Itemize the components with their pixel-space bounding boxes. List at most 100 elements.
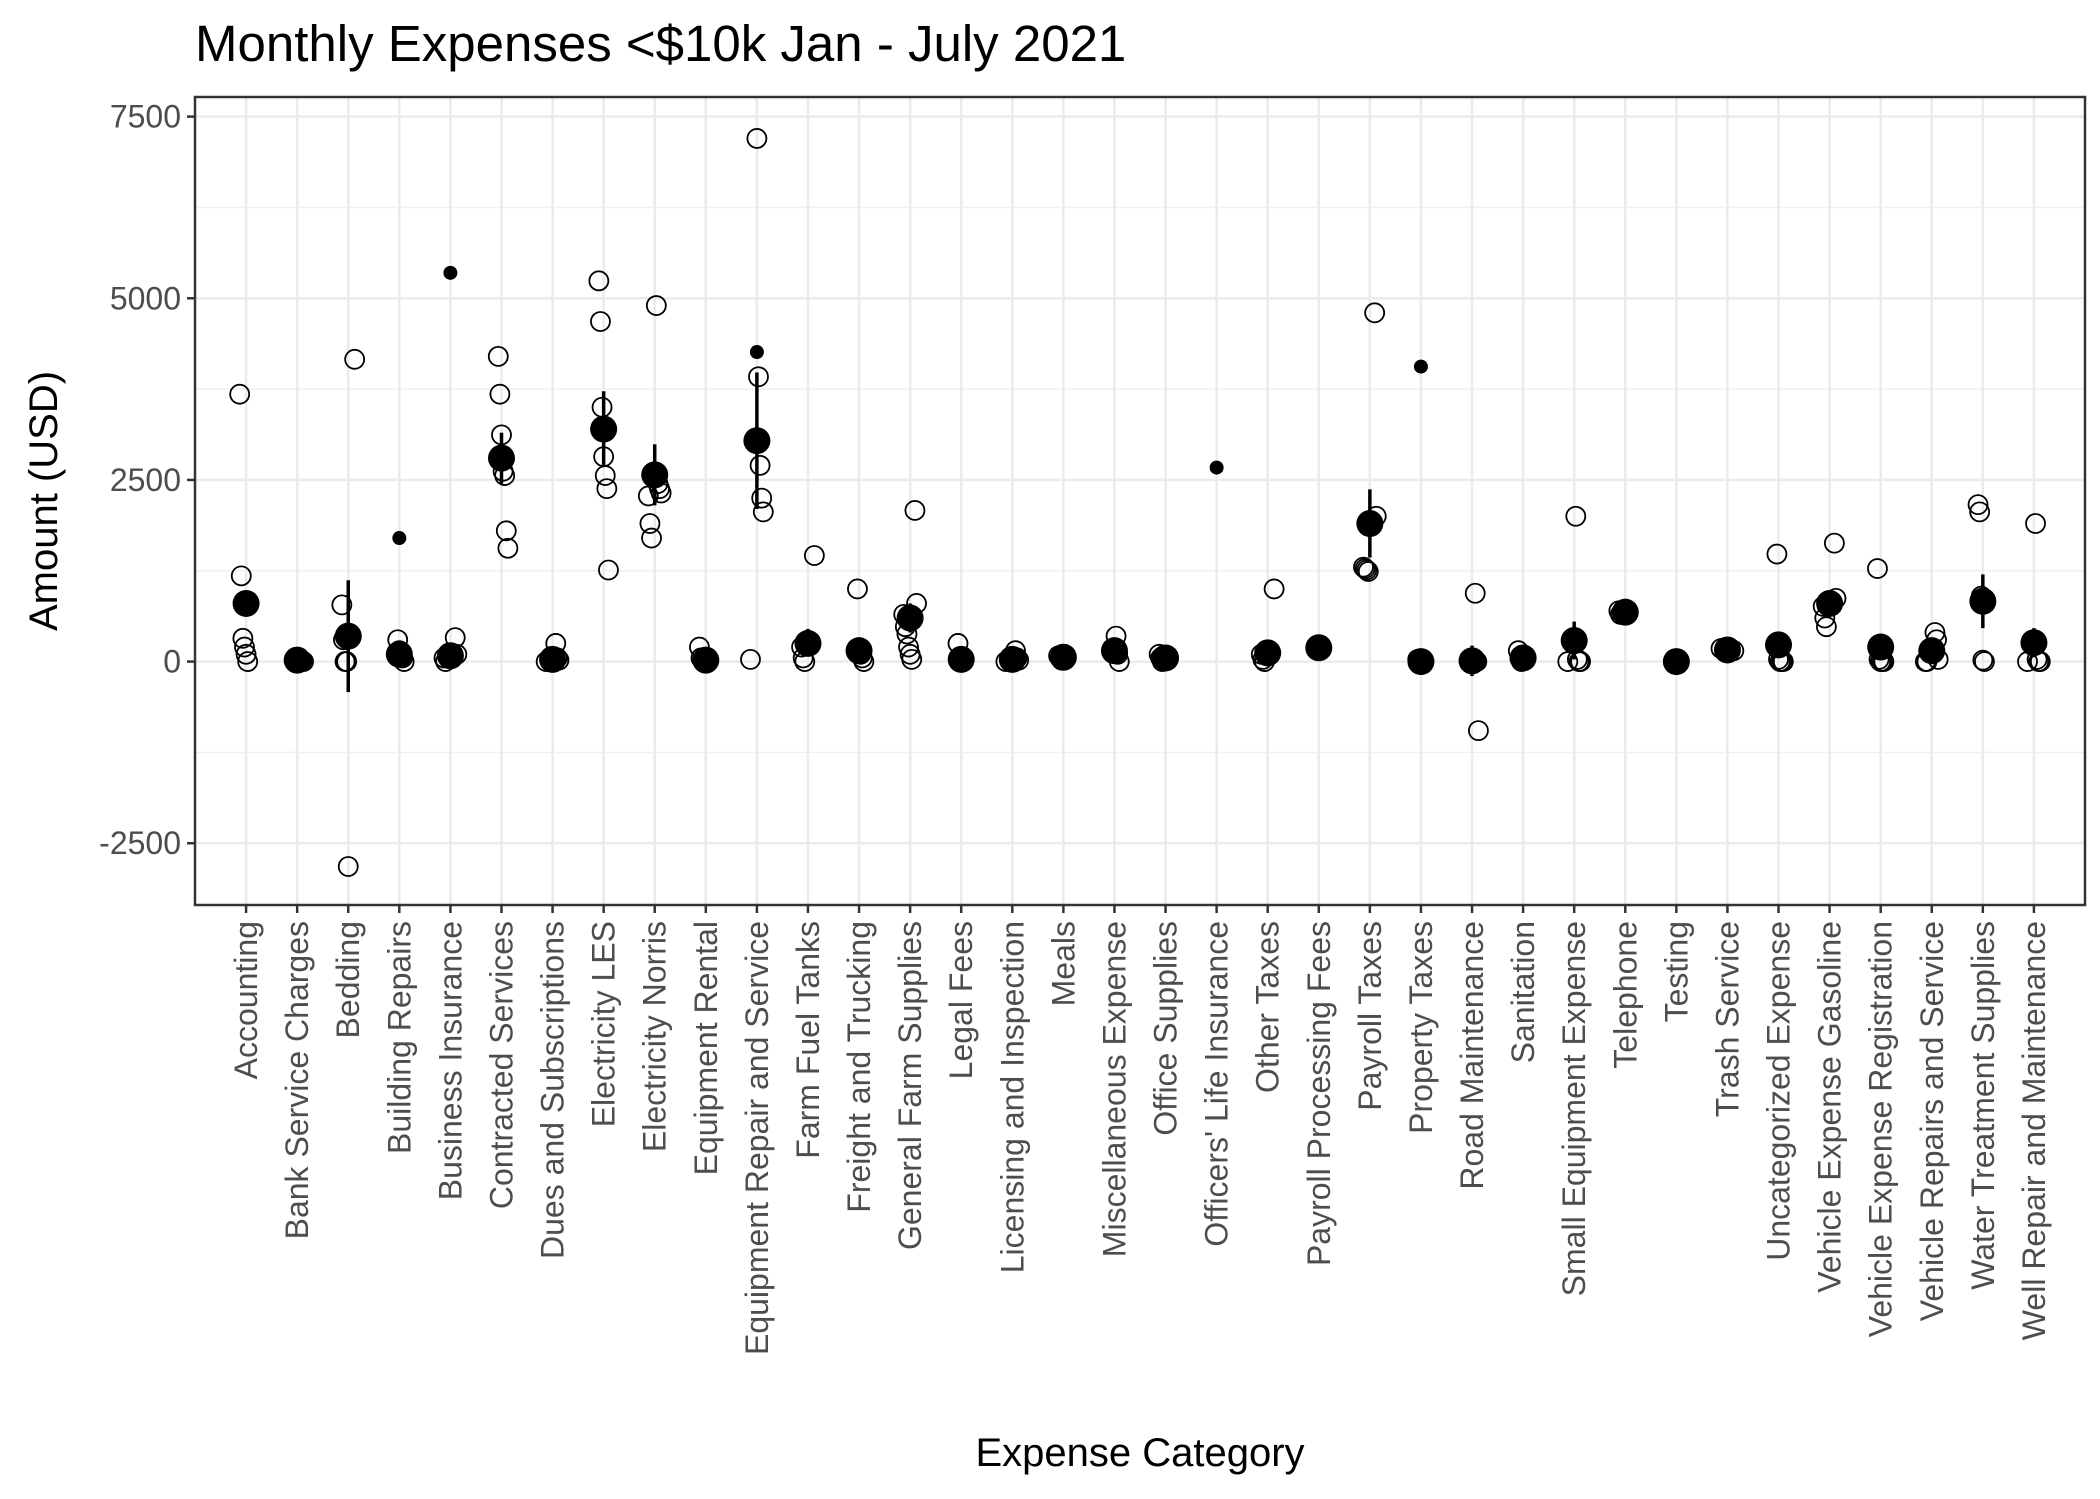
mean-point <box>1969 587 1997 615</box>
x-tick-label: Electricity Norris <box>637 921 673 1152</box>
mean-point <box>232 589 260 617</box>
observation-point <box>232 627 254 649</box>
observation-point <box>495 520 517 542</box>
x-tick-label: Bank Service Charges <box>279 921 315 1239</box>
mean-point <box>1816 589 1844 617</box>
observation-point <box>229 383 251 405</box>
observation-point <box>748 366 769 388</box>
single-point <box>392 531 407 546</box>
x-tick-label: Freight and Trucking <box>841 921 877 1213</box>
mean-point <box>1867 633 1895 661</box>
mean-point <box>1662 648 1690 676</box>
x-tick-label: Farm Fuel Tanks <box>790 921 826 1159</box>
x-tick-label: Dues and Subscriptions <box>535 921 571 1259</box>
x-tick-label: Property Taxes <box>1403 921 1439 1134</box>
panel-border <box>193 95 2087 907</box>
mean-point <box>641 461 669 489</box>
observation-point <box>234 636 255 658</box>
observation-point <box>590 311 611 332</box>
y-tick-label: 0 <box>163 644 181 680</box>
x-tick-label: Vehicle Expense Registration <box>1863 921 1899 1337</box>
mean-point <box>1458 647 1486 675</box>
observation-point <box>337 856 359 877</box>
y-axis-label: Amount (USD) <box>22 371 66 631</box>
single-points <box>392 265 1428 546</box>
observation-point <box>1354 558 1376 579</box>
observation-point <box>1464 582 1486 604</box>
observation-point <box>1972 649 1994 671</box>
observation-point <box>751 487 773 509</box>
x-tick-label: Telephone <box>1607 921 1643 1069</box>
observation-point <box>847 578 868 600</box>
mean-point <box>487 444 515 472</box>
mean-points <box>232 415 2048 676</box>
observation-point <box>740 649 761 670</box>
x-tick-label: Water Treatment Supplies <box>1965 921 2001 1290</box>
mean-point <box>947 645 975 673</box>
mean-point <box>1560 627 1588 655</box>
observation-point <box>596 478 618 500</box>
observation-point <box>491 424 512 446</box>
x-tick-label: Legal Fees <box>943 921 979 1079</box>
y-tick-label: 5000 <box>110 280 181 316</box>
mean-point <box>283 646 311 674</box>
observation-point <box>639 513 661 534</box>
x-tick-label: Office Supplies <box>1148 921 1184 1136</box>
grid <box>195 97 2085 905</box>
x-tick-label: Trash Service <box>1709 921 1745 1117</box>
x-tick-label: Contracted Services <box>483 921 519 1209</box>
observation-point <box>1766 543 1788 565</box>
mean-point <box>2020 629 2048 657</box>
chart-title: Monthly Expenses <$10k Jan - July 2021 <box>195 15 1127 72</box>
x-tick-label: Miscellaneous Expense <box>1096 921 1132 1257</box>
observation-point <box>336 651 358 672</box>
observation-point <box>1353 556 1374 578</box>
observation-point <box>645 295 667 316</box>
mean-point <box>590 415 618 443</box>
observation-point <box>598 559 619 581</box>
observation-point <box>1565 505 1587 527</box>
x-tick-label: Well Repair and Maintenance <box>2016 921 2052 1340</box>
mean-point <box>692 646 720 674</box>
observation-point <box>898 636 919 658</box>
observation-point <box>1357 561 1379 582</box>
mean-point <box>896 604 924 632</box>
mean-point <box>1254 639 1282 667</box>
y-tick-label: 2500 <box>110 462 181 498</box>
observation-point <box>641 527 662 549</box>
x-tick-label: Payroll Processing Fees <box>1301 921 1337 1266</box>
x-tick-label: Electricity LES <box>586 921 622 1127</box>
x-tick-label: Officers' Life Insurance <box>1199 921 1235 1247</box>
observation-point <box>1263 578 1285 600</box>
x-tick-label: Business Insurance <box>432 921 468 1200</box>
x-tick-label: General Farm Supplies <box>892 921 928 1250</box>
mean-point <box>436 642 464 670</box>
mean-point <box>845 637 873 665</box>
observation-point <box>901 649 923 670</box>
single-point <box>1413 359 1428 374</box>
x-tick-label: Building Repairs <box>381 921 417 1154</box>
observation-point <box>904 500 926 521</box>
mean-point <box>1305 634 1333 662</box>
x-tick-label: Road Maintenance <box>1454 921 1490 1190</box>
observation-point <box>331 594 353 616</box>
single-point <box>1209 460 1224 475</box>
observation-point <box>237 651 259 672</box>
observation-point <box>746 128 768 149</box>
observation-point <box>487 346 509 367</box>
mean-point <box>1049 643 1077 671</box>
mean-point <box>1356 510 1384 538</box>
y-axis: -2500 0 2500 5000 7500 <box>99 99 195 861</box>
x-axis-label: Expense Category <box>975 1431 1304 1475</box>
single-point <box>749 345 764 360</box>
x-tick-label: Licensing and Inspection <box>994 921 1030 1273</box>
observation-point <box>1974 651 1995 672</box>
x-tick-label: Other Taxes <box>1250 921 1286 1093</box>
observation-point <box>235 643 257 665</box>
observation-point <box>803 545 825 566</box>
x-tick-label: Uncategorized Expense <box>1761 921 1797 1261</box>
observation-point <box>497 537 519 559</box>
observation-point <box>489 383 511 405</box>
x-tick-label: Equipment Rental <box>688 921 724 1175</box>
observation-point <box>2025 513 2046 534</box>
